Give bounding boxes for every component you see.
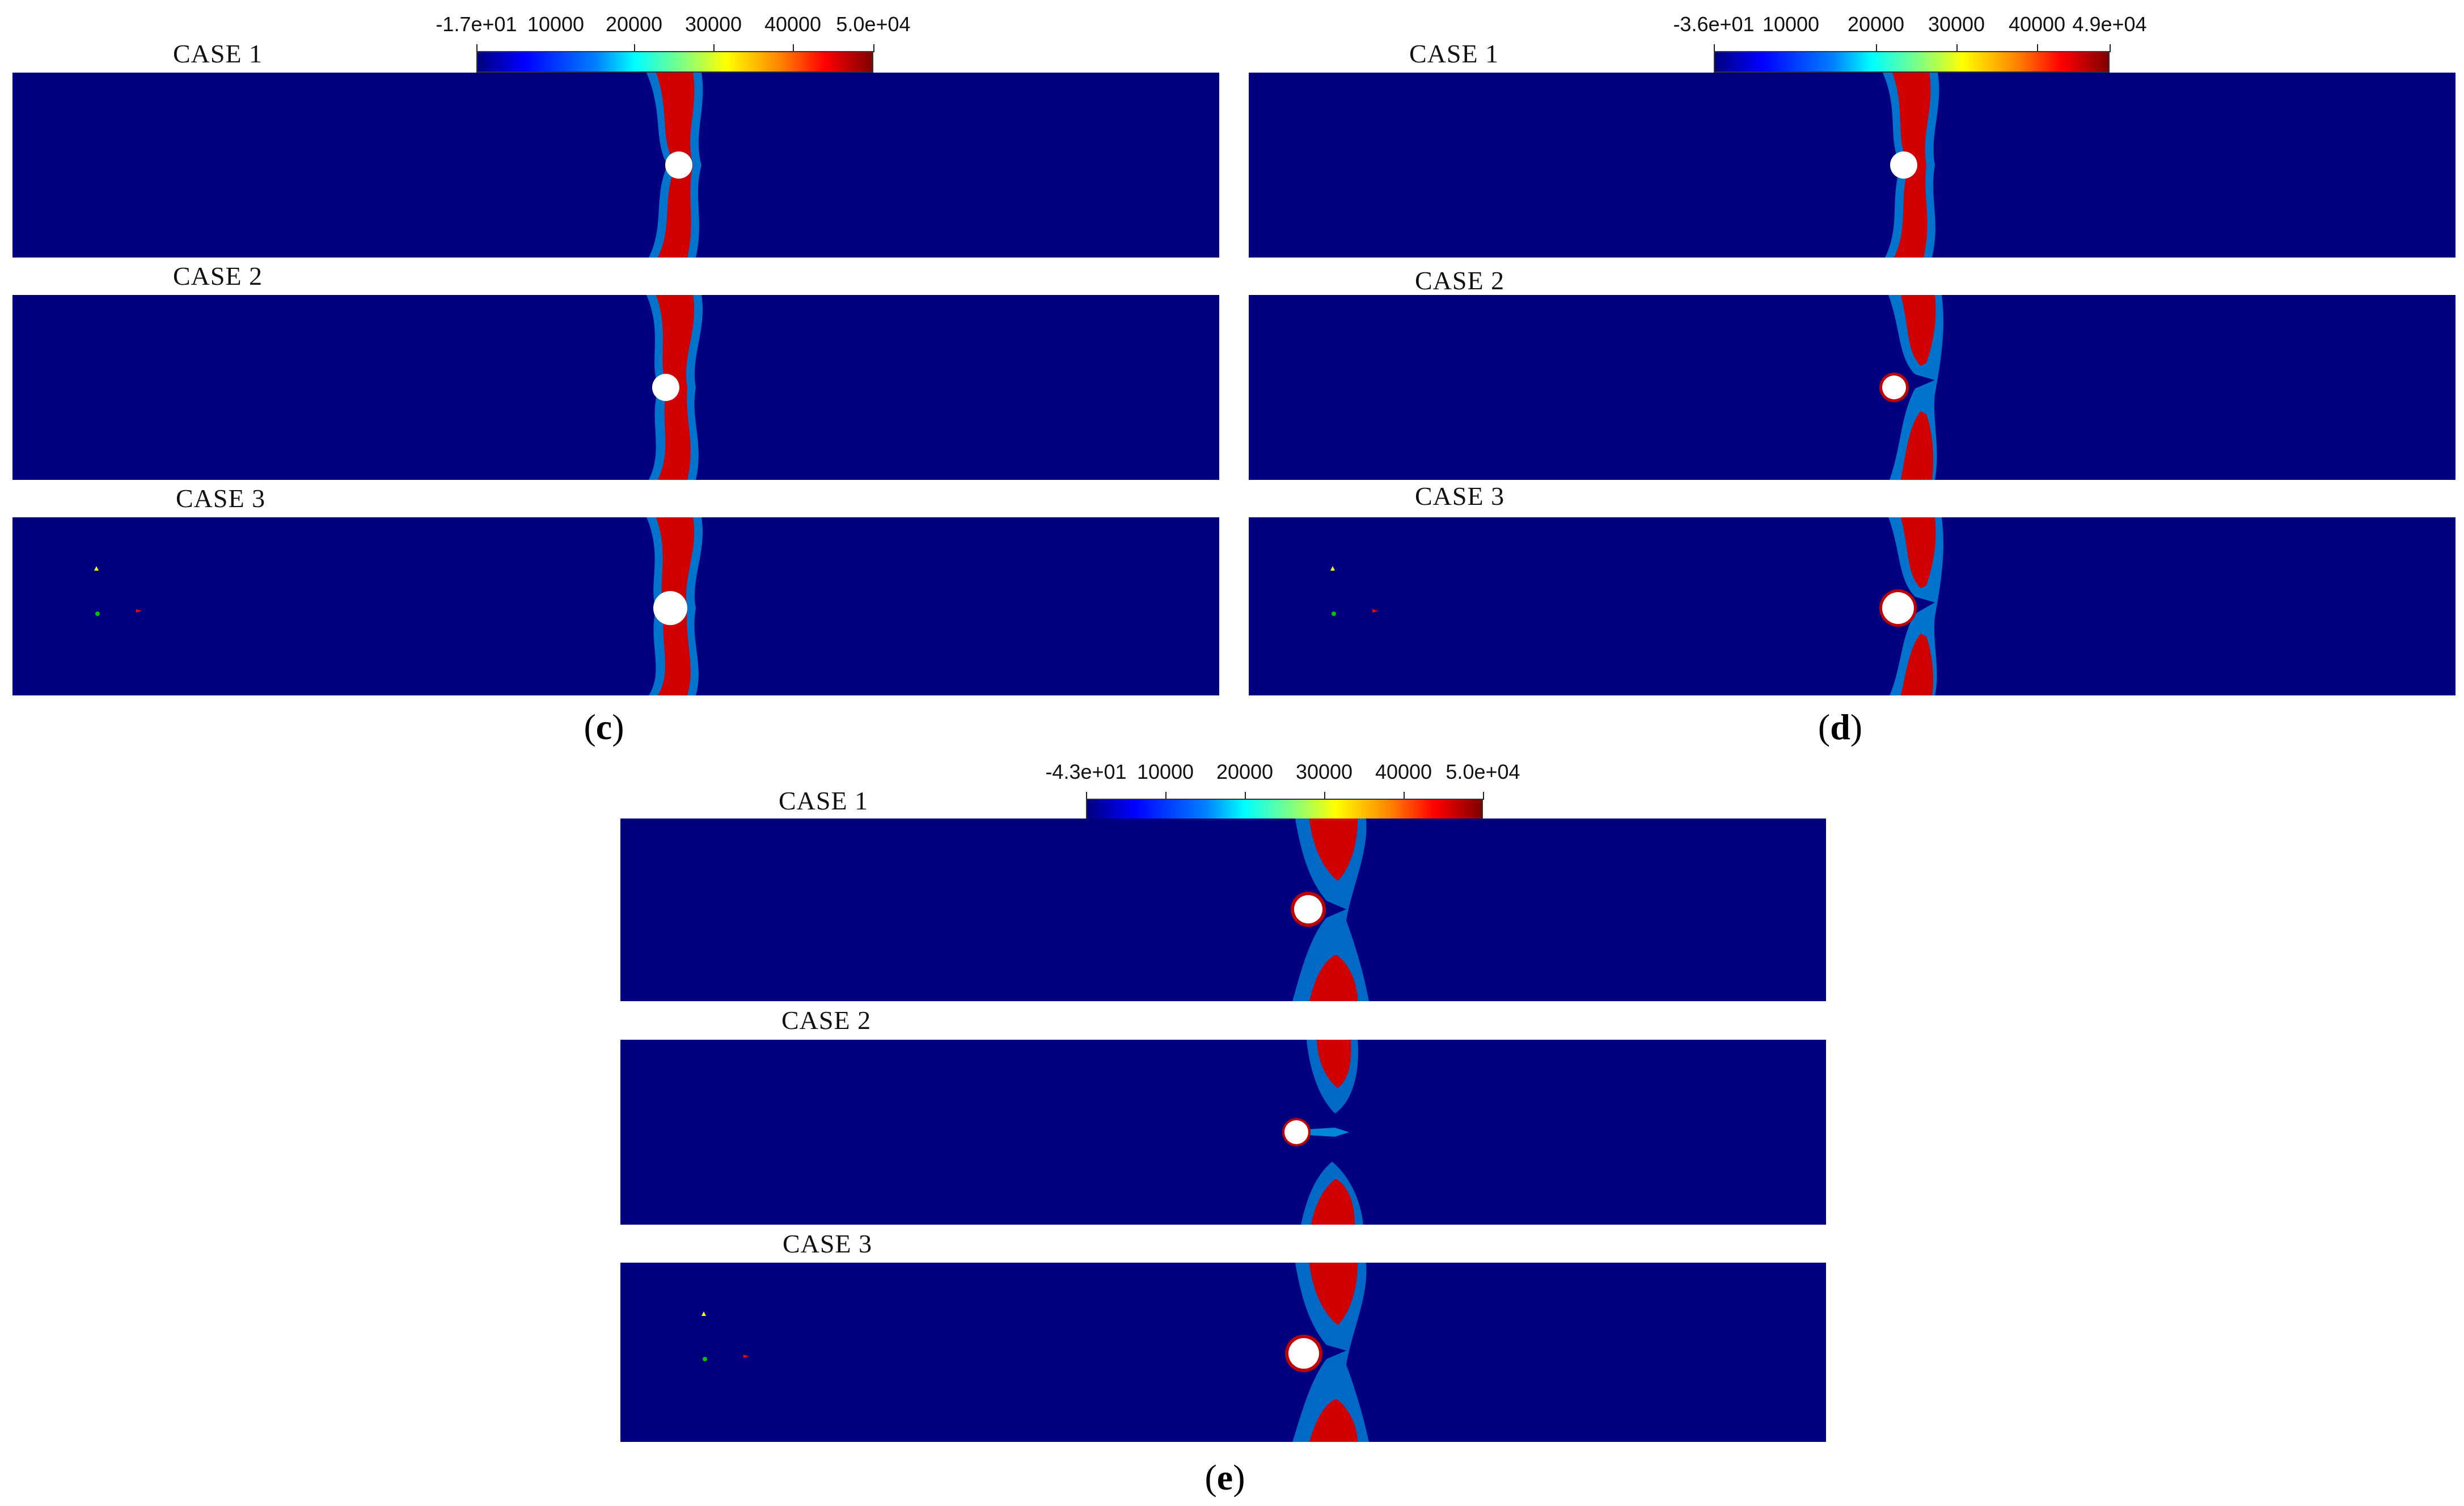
axis-y-marker — [1330, 566, 1335, 571]
axis-x-marker — [136, 609, 142, 613]
cylinder — [1294, 895, 1322, 923]
axis-y-marker — [94, 566, 99, 571]
cylinder — [1882, 376, 1906, 399]
field-e-case2 — [620, 1040, 1826, 1225]
cylinder — [1882, 592, 1914, 624]
field-e-case1 — [620, 819, 1826, 1001]
colorbar-c-tick-4: 40000 — [764, 12, 822, 36]
colorbar-d-tick-1: 10000 — [1762, 12, 1820, 36]
case-title: CASE 2 — [173, 261, 263, 290]
colorbar-c-tick-3: 30000 — [684, 12, 742, 36]
axis-y-marker — [701, 1311, 706, 1316]
colorbar-e-min: -4.3e+01 — [1045, 760, 1127, 783]
axis-origin-marker — [95, 611, 100, 616]
case-title: CASE 3 — [1415, 482, 1505, 511]
field-d-case3 — [1249, 517, 2455, 695]
cylinder — [653, 591, 687, 625]
axis-x-marker — [743, 1355, 749, 1358]
axis-origin-marker — [703, 1357, 707, 1361]
case-title: CASE 1 — [779, 786, 869, 815]
colorbar-e-gradient — [1086, 799, 1483, 820]
colorbar-e-tick-1: 10000 — [1136, 760, 1194, 783]
case-title: CASE 3 — [176, 484, 266, 513]
colorbar-d-tick-2: 20000 — [1847, 12, 1905, 36]
cylinder — [1284, 1120, 1308, 1144]
cylinder — [1890, 151, 1917, 179]
cylinder — [1288, 1338, 1319, 1369]
case-title: CASE 2 — [781, 1006, 872, 1035]
axis-origin-marker — [1332, 611, 1336, 616]
field-c-case1 — [12, 73, 1219, 258]
field-c-case3 — [12, 517, 1219, 695]
field-c-case2 — [12, 295, 1219, 480]
colorbar-c-min: -1.7e+01 — [436, 12, 517, 36]
colorbar-e-max: 5.0e+04 — [1446, 760, 1520, 783]
case-title: CASE 1 — [1409, 39, 1499, 68]
field-d-case1 — [1249, 73, 2455, 258]
panel-c: -1.7e+01 10000 20000 30000 40000 5.0e+04… — [0, 0, 1231, 771]
colorbar-e-tick-4: 40000 — [1375, 760, 1432, 783]
panel-label-e: (e) — [1204, 1457, 1245, 1497]
colorbar-d-tick-4: 40000 — [2008, 12, 2066, 36]
panel-e: -4.3e+01 10000 20000 30000 40000 5.0e+04… — [607, 749, 1854, 1506]
colorbar-e-tick-3: 30000 — [1295, 760, 1353, 783]
panel-label-c: (c) — [584, 707, 624, 747]
band-c-case1 — [646, 73, 703, 258]
colorbar-e-tick-2: 20000 — [1216, 760, 1274, 783]
cylinder — [665, 151, 692, 179]
case-title: CASE 2 — [1415, 266, 1505, 295]
axis-x-marker — [1372, 609, 1378, 613]
case-title: CASE 1 — [173, 39, 263, 68]
cylinder — [652, 374, 679, 401]
colorbar-c-max: 5.0e+04 — [836, 12, 911, 36]
colorbar-d-min: -3.6e+01 — [1673, 12, 1755, 36]
panel-d: -3.6e+01 10000 20000 30000 40000 4.9e+04… — [1236, 0, 2464, 771]
colorbar-c-gradient — [476, 51, 873, 73]
field-d-case2 — [1249, 295, 2455, 480]
case-title: CASE 3 — [783, 1229, 873, 1258]
colorbar-c-tick-1: 10000 — [527, 12, 585, 36]
colorbar-d-gradient — [1714, 51, 2110, 73]
colorbar-d-max: 4.9e+04 — [2072, 12, 2147, 36]
colorbar-d-tick-3: 30000 — [1928, 12, 1985, 36]
colorbar-c-tick-2: 20000 — [605, 12, 663, 36]
panel-label-d: (d) — [1818, 707, 1863, 747]
field-e-case3 — [620, 1263, 1826, 1442]
